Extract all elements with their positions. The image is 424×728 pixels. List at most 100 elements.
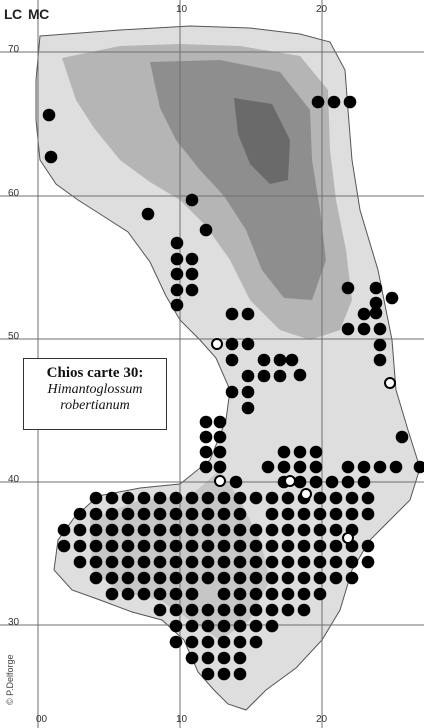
record-dot xyxy=(342,323,355,336)
record-dot xyxy=(186,572,199,585)
record-dot xyxy=(330,540,343,553)
record-dot xyxy=(186,492,199,505)
record-dot xyxy=(138,492,151,505)
record-dot xyxy=(202,508,215,521)
record-dot xyxy=(45,151,58,164)
record-dot xyxy=(266,492,279,505)
record-dot xyxy=(286,354,299,367)
record-dot xyxy=(234,652,247,665)
record-dot xyxy=(186,652,199,665)
record-dot xyxy=(122,524,135,537)
record-dot xyxy=(170,636,183,649)
record-dot xyxy=(282,508,295,521)
record-dot xyxy=(186,604,199,617)
record-dot xyxy=(250,492,263,505)
record-dot xyxy=(278,461,291,474)
record-dot xyxy=(234,524,247,537)
record-dot xyxy=(234,588,247,601)
record-dot xyxy=(154,556,167,569)
record-dot xyxy=(138,556,151,569)
record-dot xyxy=(298,556,311,569)
record-dot xyxy=(258,354,271,367)
record-dot xyxy=(106,588,119,601)
record-dot xyxy=(170,492,183,505)
record-dot xyxy=(266,604,279,617)
record-dot xyxy=(242,338,255,351)
record-dot xyxy=(90,524,103,537)
record-dot xyxy=(202,620,215,633)
record-dot xyxy=(200,224,213,237)
record-dot xyxy=(250,572,263,585)
zone-label-left: LC xyxy=(4,6,22,22)
record-dot xyxy=(218,556,231,569)
record-dot xyxy=(266,540,279,553)
record-dot xyxy=(234,636,247,649)
record-dot xyxy=(234,492,247,505)
record-dot xyxy=(200,446,213,459)
old-record-dot xyxy=(343,533,353,543)
record-dot xyxy=(342,476,355,489)
zone-label-right: MC xyxy=(28,6,49,22)
record-dot xyxy=(250,636,263,649)
map-credit: © P.Delforge xyxy=(5,625,15,705)
old-record-dot xyxy=(285,476,295,486)
record-dot xyxy=(330,556,343,569)
legend-species-epithet: robertianum xyxy=(24,398,166,414)
tick-top-20: 20 xyxy=(316,4,327,15)
record-dot xyxy=(314,540,327,553)
record-dot xyxy=(226,338,239,351)
record-dot xyxy=(298,572,311,585)
record-dot xyxy=(202,636,215,649)
record-dot xyxy=(43,109,56,122)
record-dot xyxy=(186,524,199,537)
record-dot xyxy=(170,524,183,537)
record-dot xyxy=(234,668,247,681)
record-dot xyxy=(294,461,307,474)
record-dot xyxy=(330,508,343,521)
record-dot xyxy=(362,492,375,505)
record-dot xyxy=(138,508,151,521)
record-dot xyxy=(234,604,247,617)
record-dot xyxy=(266,572,279,585)
old-record-dot xyxy=(385,378,395,388)
record-dot xyxy=(90,492,103,505)
record-dot xyxy=(106,492,119,505)
record-dot xyxy=(282,556,295,569)
record-dot xyxy=(122,572,135,585)
record-dot xyxy=(186,620,199,633)
record-dot xyxy=(298,588,311,601)
record-dot xyxy=(218,508,231,521)
record-dot xyxy=(298,540,311,553)
tick-left-70: 70 xyxy=(8,44,19,55)
record-dot xyxy=(200,431,213,444)
tick-top-10: 10 xyxy=(176,4,187,15)
record-dot xyxy=(226,354,239,367)
record-dot xyxy=(294,369,307,382)
record-dot xyxy=(170,556,183,569)
record-dot xyxy=(218,588,231,601)
record-dot xyxy=(186,268,199,281)
record-dot xyxy=(266,508,279,521)
record-dot xyxy=(266,556,279,569)
record-dot xyxy=(282,572,295,585)
record-dot xyxy=(390,461,403,474)
record-dot xyxy=(214,416,227,429)
record-dot xyxy=(106,556,119,569)
record-dot xyxy=(202,524,215,537)
record-dot xyxy=(242,386,255,399)
record-dot xyxy=(266,588,279,601)
record-dot xyxy=(362,508,375,521)
record-dot xyxy=(106,572,119,585)
record-dot xyxy=(170,572,183,585)
record-dot xyxy=(310,461,323,474)
record-dot xyxy=(186,194,199,207)
record-dot xyxy=(346,508,359,521)
record-dot xyxy=(346,556,359,569)
record-dot xyxy=(214,431,227,444)
record-dot xyxy=(186,540,199,553)
record-dot xyxy=(90,556,103,569)
record-dot xyxy=(342,282,355,295)
record-dot xyxy=(200,461,213,474)
old-record-dot xyxy=(301,489,311,499)
record-dot xyxy=(314,492,327,505)
